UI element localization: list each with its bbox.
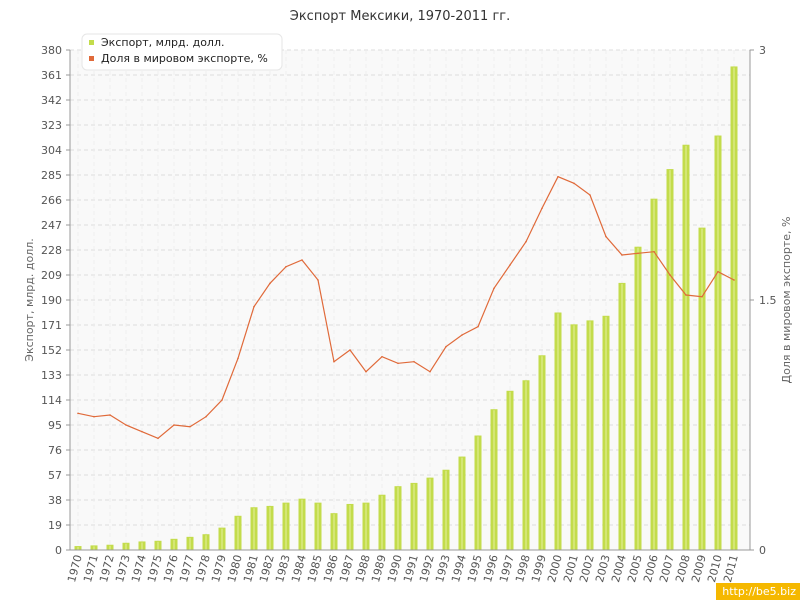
- y-tick-label: 323: [41, 119, 62, 132]
- y-tick-label: 171: [41, 319, 62, 332]
- line-point-2006: [653, 250, 655, 253]
- line-point-1999: [541, 207, 543, 210]
- y-tick-label: 361: [41, 69, 62, 82]
- line-point-2003: [605, 235, 607, 238]
- line-point-2011: [733, 279, 735, 281]
- line-point-1989: [381, 355, 383, 358]
- line-point-1992: [429, 370, 431, 373]
- line-point-1983: [285, 265, 287, 268]
- line-share-world-export: [77, 175, 735, 439]
- line-point-2000: [557, 175, 559, 178]
- line-point-1996: [493, 287, 495, 290]
- watermark-link[interactable]: http://be5.biz: [716, 583, 800, 600]
- legend-label: Доля в мировом экспорте, %: [101, 52, 268, 65]
- y-tick-label: 0: [55, 544, 62, 557]
- line-point-2005: [637, 252, 639, 255]
- line-point-1998: [525, 240, 527, 243]
- y-tick-label: 247: [41, 219, 62, 232]
- legend-label: Экспорт, млрд. долл.: [101, 36, 224, 49]
- line-point-1972: [109, 414, 111, 416]
- line-point-1982: [269, 282, 271, 285]
- y-tick-label: 38: [48, 494, 62, 507]
- y-tick-label: 133: [41, 369, 62, 382]
- line-point-1979: [221, 399, 223, 401]
- x-axis-tick-labels: 1970197119721973197419751976197719781979…: [65, 553, 741, 583]
- line-point-2007: [669, 274, 671, 276]
- line-point-1990: [397, 362, 399, 365]
- line-point-2001: [573, 182, 575, 185]
- line-point-1988: [365, 370, 367, 373]
- legend-box: [81, 33, 283, 71]
- line-point-1971: [93, 415, 95, 418]
- y2-tick-label: 0: [759, 544, 766, 557]
- line-point-1978: [205, 415, 207, 418]
- line-point-1977: [189, 425, 191, 428]
- legend-swatch: [89, 40, 94, 45]
- y-tick-label: 152: [41, 344, 62, 357]
- y2-axis-tick-labels: 01.53: [750, 44, 777, 557]
- y-tick-label: 304: [41, 144, 62, 157]
- y-tick-label: 380: [41, 44, 62, 57]
- y-tick-label: 190: [41, 294, 62, 307]
- line-point-1974: [141, 430, 143, 433]
- line-point-1995: [477, 325, 479, 328]
- line-point-1986: [333, 360, 335, 363]
- y-tick-label: 228: [41, 244, 62, 257]
- y-tick-label: 95: [48, 419, 62, 432]
- line-point-1981: [253, 305, 255, 308]
- y-axis-tick-labels: 0 19 38 57 76 95 114 133 152 171 190 209 228 247 266 28…: [41, 44, 70, 557]
- line-point-1987: [349, 349, 351, 351]
- y-tick-label: 114: [41, 394, 62, 407]
- line-point-2008: [685, 294, 687, 296]
- y-tick-label: 19: [48, 519, 62, 532]
- legend: Экспорт, млрд. долл. Доля в мировом экспо…: [81, 33, 283, 71]
- line-point-1975: [157, 437, 159, 440]
- y-axis-label: Экспорт, млрд. долл.: [23, 238, 36, 361]
- line-point-1984: [301, 259, 303, 261]
- y2-tick-label: 1.5: [759, 294, 777, 307]
- y-tick-label: 285: [41, 169, 62, 182]
- line-point-2009: [701, 295, 703, 298]
- line-point-1980: [237, 357, 239, 360]
- chart-title: Экспорт Мексики, 1970-2011 гг.: [289, 9, 511, 24]
- y-tick-label: 57: [48, 469, 62, 482]
- bars-series: [74, 66, 738, 551]
- line-series: [77, 175, 735, 440]
- y-tick-label: 76: [48, 444, 62, 457]
- line-point-1997: [509, 264, 511, 266]
- y-tick-label: 209: [41, 269, 62, 282]
- line-point-1991: [413, 360, 415, 363]
- line-point-1976: [173, 424, 175, 426]
- line-point-1970: [77, 412, 79, 415]
- grid-lines: [70, 49, 750, 551]
- legend-swatch: [89, 56, 94, 61]
- line-point-2010: [717, 270, 719, 273]
- y-tick-label: 266: [41, 194, 62, 207]
- y2-axis-label: Доля в мировом экспорте, %: [780, 217, 793, 384]
- line-point-1994: [461, 334, 463, 336]
- line-point-2004: [621, 254, 623, 256]
- line-point-1985: [317, 279, 319, 281]
- y-tick-label: 342: [41, 94, 62, 107]
- line-point-2002: [589, 194, 591, 196]
- line-point-1973: [125, 424, 127, 426]
- y2-tick-label: 3: [759, 44, 766, 57]
- line-point-1993: [445, 345, 447, 348]
